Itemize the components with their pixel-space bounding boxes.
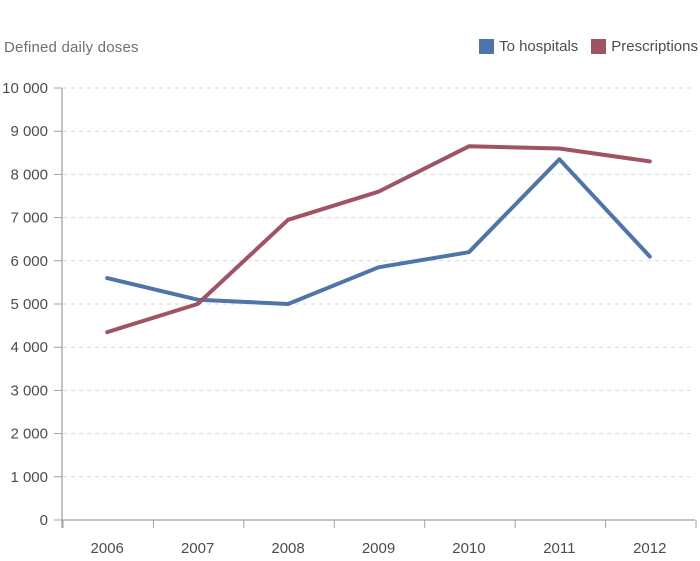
y-tick-label: 10 000 (2, 80, 48, 97)
y-tick-label: 2 000 (10, 426, 48, 443)
series-line-to-hospitals (105, 157, 652, 306)
legend-swatch-prescriptions (591, 39, 607, 54)
legend-item-to-hospitals: To hospitals (479, 38, 578, 55)
x-tick-label: 2011 (543, 540, 575, 557)
x-tick-label: 2009 (362, 540, 395, 557)
x-tick-label: 2006 (91, 540, 124, 557)
legend-item-prescriptions: Prescriptions (591, 38, 698, 55)
y-tick-label: 6 000 (10, 253, 48, 270)
y-tick-label: 0 (40, 512, 48, 529)
chart-legend: To hospitals Prescriptions (479, 38, 698, 55)
legend-label-to-hospitals: To hospitals (499, 38, 579, 55)
y-tick-label: 8 000 (10, 166, 48, 183)
y-tick-label: 9 000 (10, 123, 48, 140)
x-tick-label: 2012 (633, 540, 666, 557)
y-tick-label: 1 000 (10, 469, 48, 486)
legend-label-prescriptions: Prescriptions (611, 38, 698, 55)
y-tick-label: 3 000 (10, 382, 48, 399)
y-tick-label: 5 000 (10, 296, 48, 313)
y-tick-label: 7 000 (10, 210, 48, 227)
y-tick-label: 4 000 (10, 339, 48, 356)
x-tick-label: 2008 (271, 540, 304, 557)
legend-swatch-to-hospitals (479, 39, 495, 54)
x-tick-label: 2010 (452, 540, 485, 557)
x-tick-label: 2007 (181, 540, 214, 557)
chart-title: Defined daily doses (4, 39, 139, 56)
series-line-prescriptions (105, 144, 652, 335)
